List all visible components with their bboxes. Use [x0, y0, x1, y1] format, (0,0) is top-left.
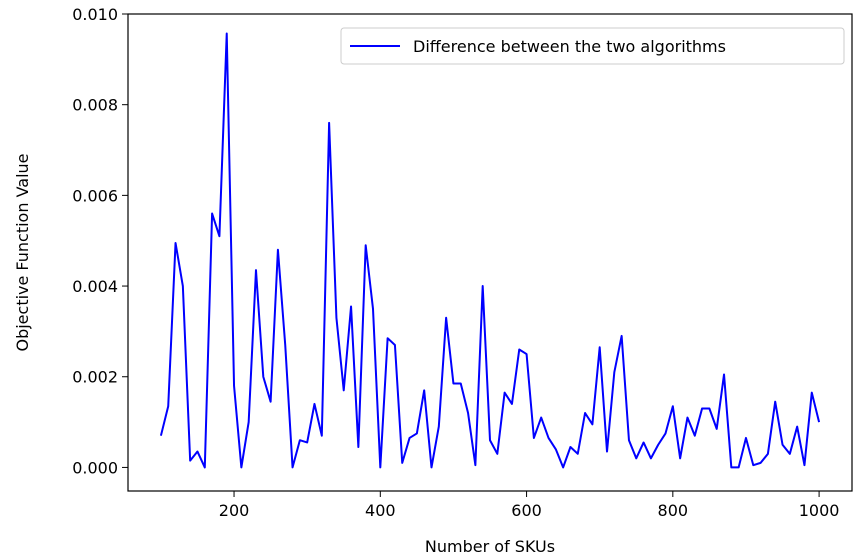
y-tick-label: 0.008 — [72, 96, 118, 115]
x-tick-label: 200 — [219, 501, 250, 520]
x-tick-label: 600 — [511, 501, 542, 520]
x-tick-label: 400 — [365, 501, 396, 520]
y-axis-ticks: 0.000 0.002 0.004 0.006 0.008 0.010 — [72, 5, 128, 477]
x-axis-label: Number of SKUs — [425, 537, 555, 556]
y-tick-label: 0.000 — [72, 458, 118, 477]
x-tick-label: 800 — [658, 501, 689, 520]
y-tick-label: 0.002 — [72, 368, 118, 387]
x-tick-label: 1000 — [799, 501, 840, 520]
x-axis-ticks: 200 400 600 800 1000 — [219, 491, 840, 520]
y-tick-label: 0.006 — [72, 186, 118, 205]
axes-frame — [127, 13, 853, 492]
legend: Difference between the two algorithms — [340, 27, 845, 65]
y-tick-label: 0.004 — [72, 277, 118, 296]
y-axis-label: Objective Function Value — [13, 153, 32, 351]
y-tick-label: 0.010 — [72, 5, 118, 24]
legend-label: Difference between the two algorithms — [413, 37, 726, 56]
series-line — [159, 32, 821, 469]
legend-box — [340, 27, 845, 65]
